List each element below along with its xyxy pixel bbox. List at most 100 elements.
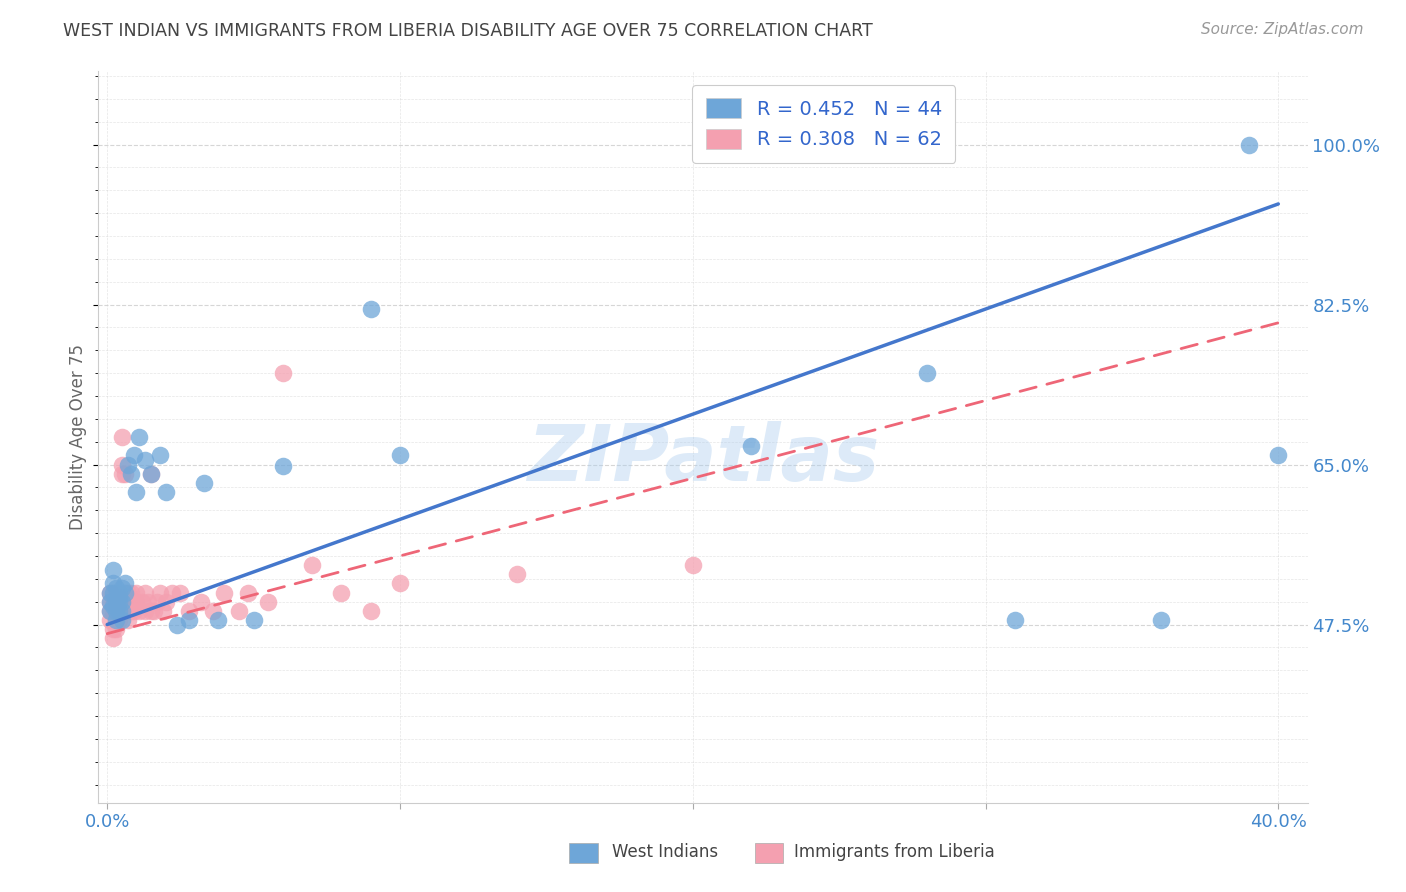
- Point: [134, 604, 156, 618]
- Point: [271, 366, 294, 380]
- Point: [257, 594, 280, 608]
- Point: [117, 458, 139, 472]
- Point: [101, 585, 124, 599]
- Point: [104, 604, 127, 618]
- Point: [122, 594, 145, 608]
- Point: [125, 485, 148, 500]
- Point: [111, 581, 134, 595]
- Point: [98, 585, 121, 599]
- Point: [120, 604, 142, 618]
- Point: [114, 604, 136, 618]
- Point: [108, 604, 131, 618]
- Point: [111, 467, 134, 481]
- Point: [117, 585, 139, 599]
- Point: [131, 594, 153, 608]
- Point: [179, 604, 201, 618]
- Point: [1150, 613, 1173, 627]
- Point: [740, 439, 762, 453]
- Point: [179, 613, 201, 627]
- Point: [155, 485, 177, 500]
- Point: [108, 604, 131, 618]
- Point: [104, 585, 127, 599]
- Point: [114, 576, 136, 591]
- Point: [111, 430, 134, 444]
- Point: [166, 617, 188, 632]
- Point: [120, 594, 142, 608]
- Point: [146, 594, 169, 608]
- Point: [149, 585, 172, 599]
- Point: [111, 594, 134, 608]
- Point: [139, 467, 162, 481]
- Point: [122, 448, 145, 462]
- Point: [104, 581, 127, 595]
- Point: [98, 594, 121, 608]
- Point: [104, 594, 127, 608]
- Point: [388, 576, 411, 591]
- Point: [360, 604, 382, 618]
- Point: [117, 594, 139, 608]
- Point: [155, 594, 177, 608]
- Point: [134, 585, 156, 599]
- Point: [120, 585, 142, 599]
- Text: Source: ZipAtlas.com: Source: ZipAtlas.com: [1201, 22, 1364, 37]
- Point: [101, 622, 124, 636]
- Point: [125, 585, 148, 599]
- Point: [143, 604, 166, 618]
- Point: [101, 594, 124, 608]
- Y-axis label: Disability Age Over 75: Disability Age Over 75: [69, 344, 87, 530]
- Text: WEST INDIAN VS IMMIGRANTS FROM LIBERIA DISABILITY AGE OVER 75 CORRELATION CHART: WEST INDIAN VS IMMIGRANTS FROM LIBERIA D…: [63, 22, 873, 40]
- Point: [101, 585, 124, 599]
- Point: [111, 604, 134, 618]
- Point: [104, 594, 127, 608]
- Point: [114, 594, 136, 608]
- Point: [108, 613, 131, 627]
- Point: [104, 622, 127, 636]
- Point: [1237, 137, 1260, 152]
- Point: [98, 594, 121, 608]
- Text: ZIPatlas: ZIPatlas: [527, 421, 879, 497]
- Point: [330, 585, 353, 599]
- Point: [114, 467, 136, 481]
- Point: [207, 613, 229, 627]
- Point: [388, 448, 411, 462]
- Point: [201, 604, 224, 618]
- Point: [139, 604, 162, 618]
- Point: [190, 594, 212, 608]
- Point: [108, 594, 131, 608]
- Legend: R = 0.452   N = 44, R = 0.308   N = 62: R = 0.452 N = 44, R = 0.308 N = 62: [692, 85, 956, 162]
- Point: [125, 594, 148, 608]
- Point: [242, 613, 264, 627]
- Point: [1004, 613, 1026, 627]
- Point: [101, 632, 124, 646]
- Point: [101, 576, 124, 591]
- Point: [108, 594, 131, 608]
- Point: [128, 604, 150, 618]
- Point: [122, 604, 145, 618]
- Text: Immigrants from Liberia: Immigrants from Liberia: [794, 843, 995, 861]
- Point: [236, 585, 259, 599]
- Point: [214, 585, 236, 599]
- Point: [228, 604, 250, 618]
- Point: [108, 590, 131, 604]
- Point: [193, 475, 215, 490]
- Point: [104, 613, 127, 627]
- Point: [160, 585, 183, 599]
- Point: [271, 459, 294, 474]
- Point: [301, 558, 323, 573]
- Point: [101, 563, 124, 577]
- Point: [134, 453, 156, 467]
- Text: West Indians: West Indians: [612, 843, 717, 861]
- Point: [128, 430, 150, 444]
- Point: [120, 467, 142, 481]
- Point: [104, 613, 127, 627]
- Point: [98, 585, 121, 599]
- Point: [111, 613, 134, 627]
- Point: [111, 458, 134, 472]
- Point: [104, 604, 127, 618]
- Point: [682, 558, 704, 573]
- Point: [117, 613, 139, 627]
- Point: [360, 301, 382, 317]
- Point: [98, 604, 121, 618]
- Point: [98, 604, 121, 618]
- Point: [101, 599, 124, 614]
